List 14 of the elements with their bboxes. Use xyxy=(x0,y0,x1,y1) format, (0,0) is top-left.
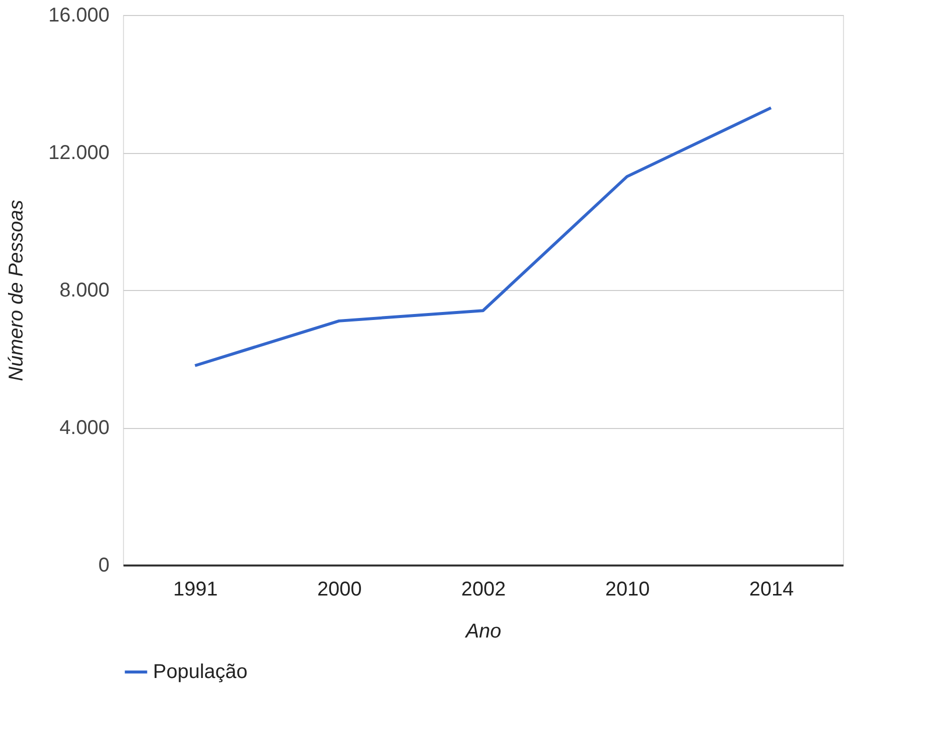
x-tick-label: 2002 xyxy=(461,578,506,600)
y-tick-label: 8.000 xyxy=(59,280,110,302)
x-tick-label: 2010 xyxy=(605,578,650,600)
x-tick-label: 2000 xyxy=(317,578,362,600)
y-tick-label: 12.000 xyxy=(48,142,110,164)
y-axis-title: Número de Pessoas xyxy=(5,200,28,382)
x-tick-label: 1991 xyxy=(173,578,218,600)
legend-label: População xyxy=(153,661,248,683)
y-tick-label: 0 xyxy=(98,554,110,576)
y-tick-label: 16.000 xyxy=(48,4,110,26)
y-tick-label: 4.000 xyxy=(59,417,110,439)
line-series xyxy=(194,106,772,368)
x-axis-title: Ano xyxy=(464,620,502,642)
x-tick-label: 2014 xyxy=(749,578,794,600)
